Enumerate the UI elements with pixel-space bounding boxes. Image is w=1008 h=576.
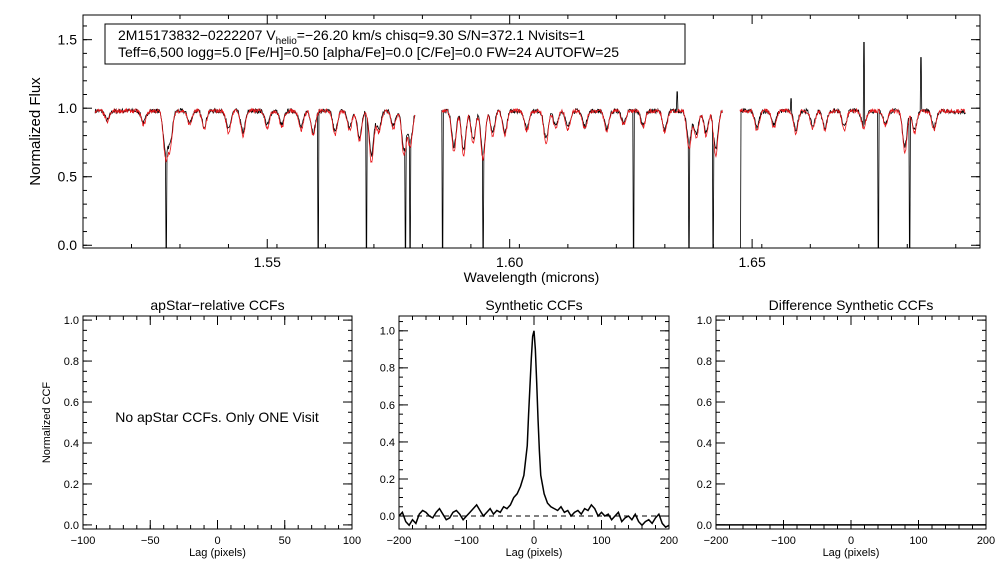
annotation-star-id: 2M15173832−0222207 V <box>118 27 276 43</box>
x-axis-label: Lag (pixels) <box>189 547 246 559</box>
plot-frame <box>82 14 981 249</box>
x-tick-label: 0 <box>531 535 537 547</box>
x-tick-label: 0 <box>214 535 220 547</box>
x-tick-label: 1.65 <box>738 254 765 270</box>
y-axis-label: Normalized Flux <box>27 77 44 186</box>
y-tick-label: 0.6 <box>697 397 712 409</box>
y-tick-label: 0.2 <box>380 474 395 486</box>
x-tick-label: 50 <box>279 535 291 547</box>
y-axis-label: Normalized CCF <box>41 382 53 464</box>
y-tick-label: 0.0 <box>380 511 395 523</box>
y-tick-label: 0.4 <box>64 438 79 450</box>
x-tick-label: −50 <box>141 535 160 547</box>
y-tick-label: 0.8 <box>380 363 395 375</box>
x-tick-label: 200 <box>977 535 995 547</box>
annotation-stats: =−26.20 km/s chisq=9.30 S/N=372.1 Nvisit… <box>297 27 586 43</box>
y-tick-label: 0.0 <box>697 520 712 532</box>
y-tick-label: 0.4 <box>697 438 712 450</box>
plot-frame <box>398 315 670 530</box>
y-tick-label: 1.0 <box>58 100 78 116</box>
y-tick-label: 0.6 <box>380 400 395 412</box>
panel-synthetic: −200 −100 0 100 200 0.0 0.2 0.4 0.6 0.8 1.0 Lag (pi… <box>380 297 678 559</box>
synthetic-spectrum-line <box>94 107 966 164</box>
x-tick-label: 100 <box>343 535 361 547</box>
y-tick-label: 0.6 <box>64 397 79 409</box>
y-tick-label: 1.0 <box>380 326 395 338</box>
panel-title: Difference Synthetic CCFs <box>769 297 934 313</box>
y-tick-label: 0.2 <box>64 479 79 491</box>
annotation-box <box>104 23 686 65</box>
y-tick-label: 1.5 <box>58 32 78 48</box>
panel-title: apStar−relative CCFs <box>150 297 284 313</box>
panel-spectrum: 1.55 1.60 1.65 0.0 0.5 1.0 1.5 Wavelength (micr… <box>27 14 981 285</box>
synthetic-ccf-line <box>398 330 670 529</box>
y-tick-label: 0.8 <box>697 356 712 368</box>
panel-title: Synthetic CCFs <box>485 297 582 313</box>
annotation-subscript: helio <box>276 36 298 47</box>
annotation-line1: 2M15173832−0222207 Vhelio=−26.20 km/s ch… <box>118 27 585 47</box>
no-ccf-message: No apStar CCFs. Only ONE Visit <box>115 409 319 425</box>
y-tick-label: 0.5 <box>58 169 78 185</box>
x-tick-label: 1.60 <box>496 254 523 270</box>
observed-spectrum-line <box>94 42 966 249</box>
x-tick-label: −200 <box>387 535 412 547</box>
y-tick-label: 1.0 <box>64 315 79 327</box>
x-tick-label: 0 <box>848 535 854 547</box>
plot-frame <box>715 315 987 530</box>
x-tick-label: −100 <box>71 535 96 547</box>
panel-apstar-relative: −100 −50 0 50 100 0.0 0.2 0.4 0.6 0.8 1.0 Lag (pixe… <box>41 297 361 559</box>
y-tick-label: 0.4 <box>380 437 395 449</box>
y-tick-label: 0.2 <box>697 479 712 491</box>
x-tick-label: 200 <box>660 535 678 547</box>
y-tick-label: 0.0 <box>64 520 79 532</box>
x-tick-label: 100 <box>592 535 610 547</box>
y-tick-label: 0.0 <box>58 237 78 253</box>
x-axis-label: Wavelength (microns) <box>464 269 600 285</box>
panel-difference-synthetic: −200 −100 0 100 200 0.0 0.2 0.4 0.6 0.8 1.0 Lag (pi… <box>697 297 995 559</box>
x-axis-label: Lag (pixels) <box>823 547 880 559</box>
x-tick-label: −100 <box>771 535 796 547</box>
x-axis-label: Lag (pixels) <box>506 547 563 559</box>
y-tick-label: 1.0 <box>697 315 712 327</box>
x-tick-label: −100 <box>454 535 479 547</box>
annotation-line2: Teff=6,500 logg=5.0 [Fe/H]=0.50 [alpha/F… <box>118 44 619 60</box>
y-tick-label: 0.8 <box>64 356 79 368</box>
x-tick-label: −200 <box>704 535 729 547</box>
x-tick-label: 100 <box>909 535 927 547</box>
x-tick-label: 1.55 <box>254 254 281 270</box>
